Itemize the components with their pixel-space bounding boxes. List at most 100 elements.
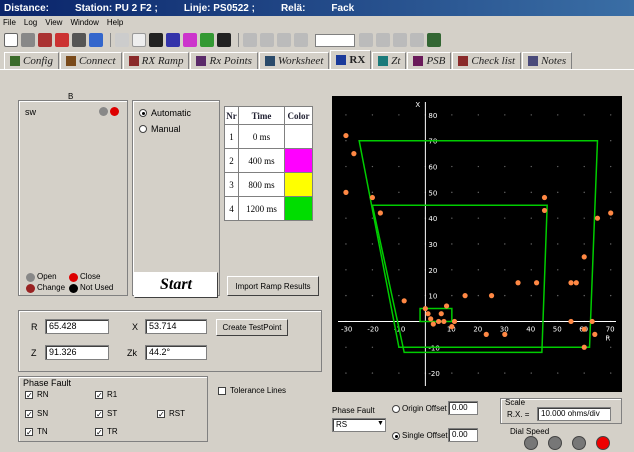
record-input[interactable] <box>315 33 355 47</box>
tab-zt[interactable]: Zt <box>372 52 407 69</box>
add-icon[interactable] <box>393 33 407 47</box>
test-point <box>581 326 587 332</box>
start-button[interactable]: Start <box>134 272 218 298</box>
grid-dot <box>530 294 532 297</box>
crosshair-icon[interactable] <box>166 33 180 47</box>
menu-log[interactable]: Log <box>23 18 38 27</box>
rx-scale-label: R.X. = <box>507 410 530 419</box>
tab-rx[interactable]: RX <box>330 50 372 69</box>
table-icon[interactable] <box>132 33 146 47</box>
tab-config[interactable]: Config <box>4 52 59 69</box>
ramp-time[interactable]: 800 ms <box>238 172 285 197</box>
title-relay: Relä: <box>280 2 306 14</box>
delete-icon[interactable] <box>410 33 424 47</box>
x-input[interactable]: 53.714 <box>145 319 207 334</box>
single-offset-radio[interactable] <box>392 432 400 440</box>
phase-fault-select[interactable]: RS <box>332 418 386 432</box>
record-icon[interactable] <box>55 33 69 47</box>
rst-checkbox[interactable]: ✓ <box>157 410 165 419</box>
tab-worksheet[interactable]: Worksheet <box>258 52 330 69</box>
export-icon[interactable] <box>427 33 441 47</box>
tab-connect[interactable]: Connect <box>59 52 122 69</box>
grid-dot <box>371 165 374 168</box>
automatic-radio[interactable] <box>139 109 147 117</box>
grid-dot <box>371 114 374 116</box>
chart-icon[interactable] <box>89 33 103 47</box>
ramp-color-swatch[interactable] <box>284 172 313 197</box>
legend-close-dot <box>69 273 78 282</box>
tolerance-lines-checkbox[interactable] <box>218 387 226 395</box>
new-file-icon[interactable] <box>4 33 18 47</box>
menu-file[interactable]: File <box>3 18 16 27</box>
r1-checkbox[interactable]: ✓ <box>95 391 103 400</box>
rn-checkbox[interactable]: ✓ <box>25 391 33 400</box>
manual-radio[interactable] <box>139 125 147 133</box>
tab-rx-ramp[interactable]: RX Ramp <box>122 52 190 69</box>
ramp-color-swatch[interactable] <box>284 124 313 149</box>
sn-checkbox[interactable]: ✓ <box>25 410 33 419</box>
undo-icon[interactable] <box>243 33 257 47</box>
rx-scale-input[interactable]: 10.000 ohms/div <box>537 407 611 421</box>
tr-checkbox[interactable]: ✓ <box>95 428 103 437</box>
grid-dot <box>398 191 400 194</box>
tab-label: RX Ramp <box>141 55 184 67</box>
menu-help[interactable]: Help <box>106 18 124 27</box>
fork-icon[interactable] <box>183 33 197 47</box>
z-input[interactable]: 91.326 <box>45 345 109 360</box>
first-icon[interactable] <box>277 33 291 47</box>
tab-rx-points[interactable]: Rx Points <box>190 52 258 69</box>
tab-psb[interactable]: PSB <box>407 52 452 69</box>
dial-speed-gauge-1[interactable] <box>524 436 538 450</box>
sn-label: SN <box>37 409 49 418</box>
test-point <box>483 331 489 337</box>
ramp-time[interactable]: 1200 ms <box>238 196 285 221</box>
dial-speed-gauge-3[interactable] <box>572 436 586 450</box>
rx-plot[interactable]: -30-20-10102030405060708070605040302010-… <box>332 96 622 392</box>
origin-offset-radio[interactable] <box>392 405 400 413</box>
ramp-time[interactable]: 400 ms <box>238 148 285 173</box>
square-icon[interactable] <box>149 33 163 47</box>
create-testpoint-button[interactable]: Create TestPoint <box>216 319 288 336</box>
ramp-row[interactable]: 1 0 ms <box>224 124 313 149</box>
stop-icon[interactable] <box>217 33 231 47</box>
menu-view[interactable]: View <box>45 18 63 27</box>
next-icon[interactable] <box>359 33 373 47</box>
import-ramp-results-button[interactable]: Import Ramp Results <box>227 276 319 296</box>
last-icon[interactable] <box>376 33 390 47</box>
device-icon[interactable] <box>72 33 86 47</box>
tab-check-list[interactable]: Check list <box>452 52 522 69</box>
st-checkbox[interactable]: ✓ <box>95 410 103 419</box>
grid-icon[interactable] <box>115 33 129 47</box>
y-tick-label: 80 <box>428 112 437 120</box>
dial-speed-gauge-4[interactable] <box>596 436 610 450</box>
grid-dot <box>477 191 480 194</box>
title-app: Distance: <box>4 2 50 14</box>
print-icon[interactable] <box>21 33 35 47</box>
phase-fault-group-title: Phase Fault <box>23 378 72 388</box>
ramp-row[interactable]: 2 400 ms <box>224 148 313 173</box>
panel-marker: B <box>68 92 74 101</box>
ramp-color-swatch[interactable] <box>284 196 313 221</box>
redo-icon[interactable] <box>260 33 274 47</box>
tab-notes[interactable]: Notes <box>522 52 573 69</box>
origin-offset-input[interactable]: 0.00 <box>448 401 478 415</box>
r-label: R <box>31 322 38 332</box>
grid-dot <box>557 217 559 219</box>
ramp-row[interactable]: 4 1200 ms <box>224 196 313 221</box>
zone-outer <box>358 139 599 349</box>
binoculars-icon[interactable] <box>38 33 52 47</box>
monitor-icon[interactable] <box>200 33 214 47</box>
single-offset-input[interactable]: 0.00 <box>448 428 478 442</box>
y-tick-label: 30 <box>428 241 437 249</box>
ramp-time[interactable]: 0 ms <box>238 124 285 149</box>
chevron-down-icon[interactable]: ▼ <box>377 420 384 427</box>
tn-checkbox[interactable]: ✓ <box>25 428 33 437</box>
r-input[interactable]: 65.428 <box>45 319 109 334</box>
previous-icon[interactable] <box>294 33 308 47</box>
ramp-color-swatch[interactable] <box>284 148 313 173</box>
menu-window[interactable]: Window <box>70 18 99 27</box>
ramp-row[interactable]: 3 800 ms <box>224 172 313 197</box>
zk-input[interactable]: 44.2° <box>145 345 207 360</box>
tolerance-lines-label: Tolerance Lines <box>230 386 287 395</box>
dial-speed-gauge-2[interactable] <box>548 436 562 450</box>
